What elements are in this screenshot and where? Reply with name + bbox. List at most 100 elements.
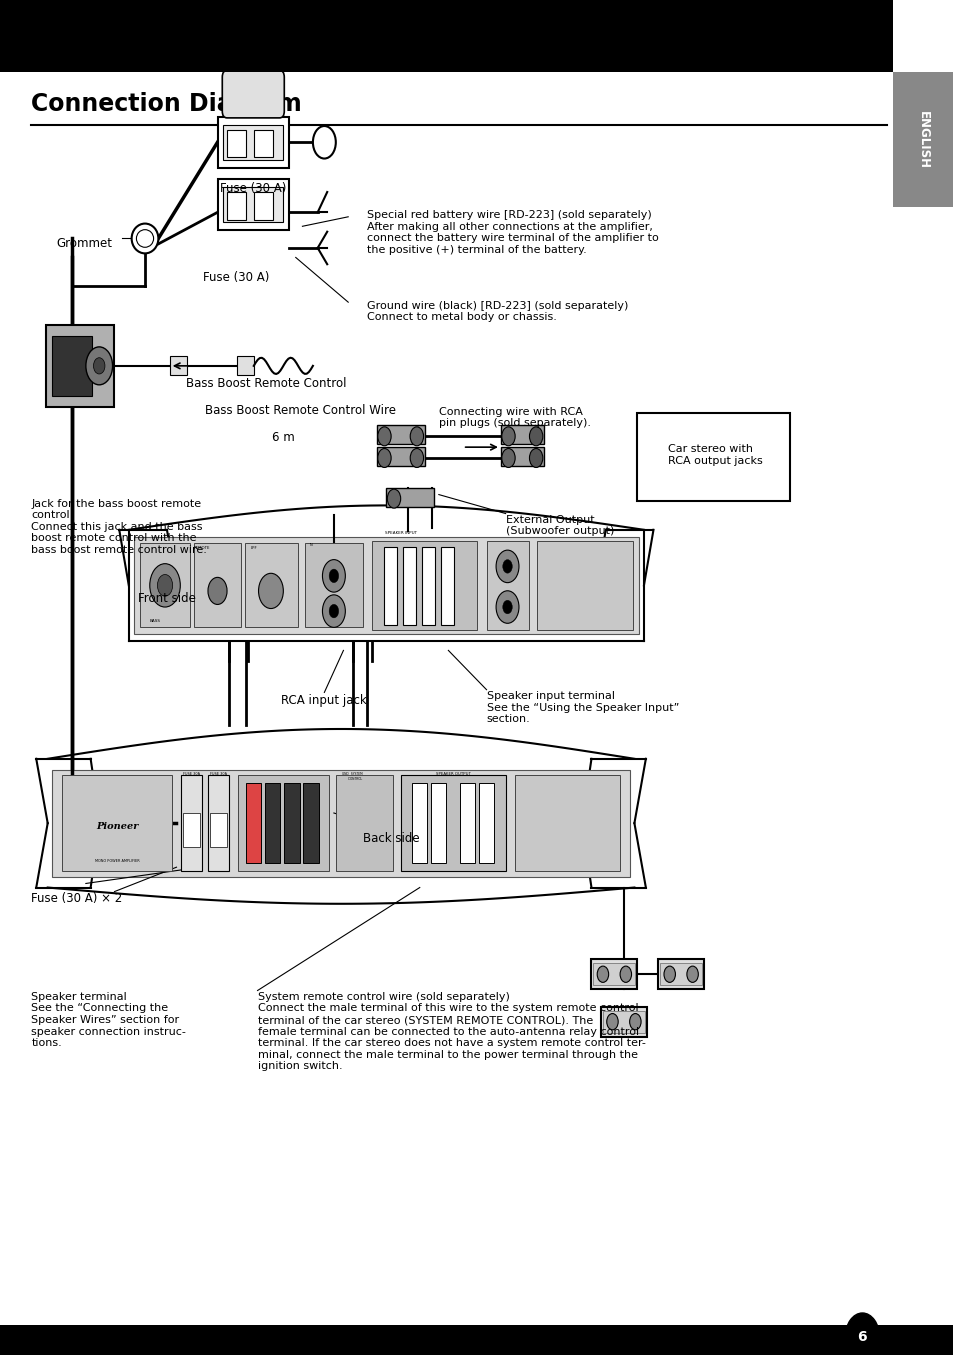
- Circle shape: [686, 966, 698, 982]
- Circle shape: [501, 427, 515, 446]
- Text: Car stereo with
RCA output jacks: Car stereo with RCA output jacks: [667, 444, 761, 466]
- Text: Fuse (30 A): Fuse (30 A): [219, 182, 286, 195]
- Bar: [208, 775, 229, 871]
- Bar: [593, 963, 635, 985]
- Text: RCA input jack: RCA input jack: [281, 694, 367, 707]
- Circle shape: [496, 550, 518, 583]
- Bar: [238, 775, 329, 871]
- Bar: [217, 179, 289, 230]
- Bar: [515, 775, 619, 871]
- Bar: [637, 413, 789, 501]
- Text: Ground wire (black) [RD-223] (sold separately)
Connect to metal body or chassis.: Ground wire (black) [RD-223] (sold separ…: [367, 301, 628, 322]
- Bar: [140, 543, 190, 627]
- Bar: [335, 775, 393, 871]
- Bar: [602, 1011, 644, 1033]
- Bar: [265, 783, 280, 863]
- Bar: [600, 1007, 646, 1037]
- Circle shape: [150, 564, 180, 607]
- Text: MONO POWER AMPLIFIER: MONO POWER AMPLIFIER: [95, 859, 139, 863]
- Bar: [892, 72, 953, 207]
- Circle shape: [377, 427, 391, 446]
- Text: Speaker terminal
See the “Connecting the
Speaker Wires” section for
speaker conn: Speaker terminal See the “Connecting the…: [31, 992, 186, 1049]
- Bar: [0, 0, 892, 72]
- Bar: [412, 783, 427, 863]
- Text: LPF: LPF: [251, 546, 257, 550]
- Bar: [431, 783, 446, 863]
- Bar: [440, 547, 454, 625]
- Text: 6: 6: [857, 1331, 866, 1344]
- Circle shape: [410, 427, 423, 446]
- Bar: [181, 775, 202, 871]
- Circle shape: [597, 966, 608, 982]
- Circle shape: [322, 595, 345, 627]
- Text: Back side: Back side: [362, 832, 419, 846]
- Circle shape: [606, 1014, 618, 1030]
- Bar: [500, 447, 543, 466]
- Circle shape: [629, 1014, 640, 1030]
- Text: Connecting wire with RCA
pin plugs (sold separately).: Connecting wire with RCA pin plugs (sold…: [438, 406, 590, 428]
- Ellipse shape: [136, 230, 153, 247]
- Bar: [246, 783, 261, 863]
- Bar: [223, 187, 283, 222]
- Circle shape: [86, 347, 112, 385]
- Bar: [402, 547, 416, 625]
- Text: REMOTE: REMOTE: [193, 546, 210, 550]
- Bar: [227, 130, 246, 157]
- Bar: [303, 783, 318, 863]
- Bar: [51, 336, 91, 396]
- Text: Special red battery wire [RD-223] (sold separately)
After making all other conne: Special red battery wire [RD-223] (sold …: [367, 210, 659, 255]
- Bar: [659, 963, 701, 985]
- Bar: [376, 447, 424, 466]
- Bar: [253, 192, 273, 220]
- Ellipse shape: [132, 224, 158, 253]
- Bar: [253, 130, 273, 157]
- Bar: [500, 425, 543, 444]
- Text: Pioneer: Pioneer: [96, 822, 138, 831]
- Text: Connection Diagram: Connection Diagram: [31, 92, 302, 117]
- Bar: [284, 783, 299, 863]
- Text: Bass Boost Remote Control Wire: Bass Boost Remote Control Wire: [205, 404, 395, 417]
- Text: Jack for the bass boost remote
control
Connect this jack and the bass
boost remo: Jack for the bass boost remote control C…: [31, 499, 207, 556]
- Bar: [170, 356, 187, 375]
- Circle shape: [619, 966, 631, 982]
- Circle shape: [93, 358, 105, 374]
- Circle shape: [322, 560, 345, 592]
- Bar: [478, 783, 494, 863]
- Circle shape: [313, 126, 335, 159]
- Text: SPEAKER OUTPUT: SPEAKER OUTPUT: [436, 772, 470, 776]
- Bar: [386, 488, 434, 507]
- Circle shape: [157, 575, 172, 596]
- Text: Grommet: Grommet: [56, 237, 112, 251]
- Text: ENGLISH: ENGLISH: [916, 111, 929, 168]
- Bar: [376, 425, 424, 444]
- Bar: [223, 125, 283, 160]
- Circle shape: [329, 569, 338, 583]
- Bar: [62, 775, 172, 871]
- Bar: [46, 325, 114, 406]
- Circle shape: [529, 449, 542, 467]
- Circle shape: [502, 600, 512, 614]
- Bar: [383, 547, 396, 625]
- Circle shape: [496, 591, 518, 623]
- Bar: [372, 541, 476, 630]
- Circle shape: [410, 449, 423, 467]
- Bar: [459, 783, 475, 863]
- Text: SPEAKER INPUT: SPEAKER INPUT: [384, 531, 416, 535]
- Bar: [183, 813, 200, 847]
- Bar: [421, 547, 435, 625]
- Bar: [236, 356, 253, 375]
- Circle shape: [844, 1313, 879, 1355]
- Bar: [305, 543, 362, 627]
- Text: BASS: BASS: [150, 619, 161, 623]
- Text: Fuse (30 A): Fuse (30 A): [203, 271, 270, 285]
- Bar: [227, 192, 246, 220]
- Circle shape: [208, 577, 227, 604]
- Circle shape: [501, 449, 515, 467]
- Circle shape: [258, 573, 283, 608]
- Text: External Output
(Subwoofer output): External Output (Subwoofer output): [505, 515, 614, 537]
- Circle shape: [529, 427, 542, 446]
- Bar: [591, 959, 637, 989]
- Circle shape: [329, 604, 338, 618]
- Bar: [400, 775, 505, 871]
- Text: Bass Boost Remote Control: Bass Boost Remote Control: [186, 377, 346, 390]
